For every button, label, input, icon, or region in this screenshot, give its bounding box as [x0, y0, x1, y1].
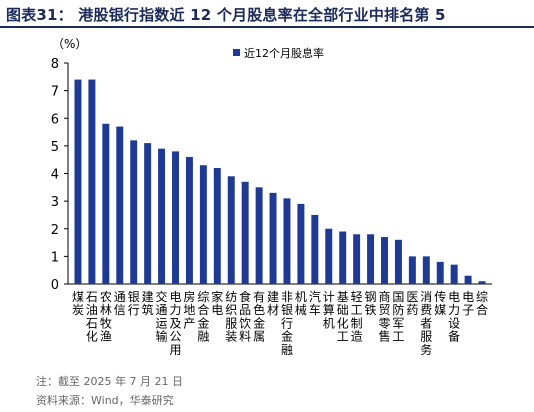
x-tick-label: 石油石化 [86, 290, 98, 344]
footnote: 注：截至 2025 年 7 月 21 日 [36, 375, 183, 388]
bar [158, 148, 166, 284]
x-tick-label: 传媒 [434, 289, 446, 317]
x-tick-label: 计算机 [323, 290, 335, 330]
legend-swatch [233, 49, 240, 56]
x-tick-label: 房地产 [183, 289, 195, 330]
x-tick-label: 纺织服装 [225, 290, 237, 344]
bars [74, 79, 486, 285]
bar [102, 123, 110, 284]
x-tick-label: 综合金融 [197, 290, 209, 344]
x-tick-label: 电子 [462, 290, 474, 317]
x-tick-label: 通信 [114, 290, 126, 317]
x-tick-label: 国防军工 [392, 290, 404, 344]
y-tick-label: 3 [51, 195, 59, 210]
bar [325, 228, 333, 284]
bar [353, 234, 361, 284]
bar [478, 281, 486, 284]
bar [283, 198, 291, 284]
bar [367, 234, 375, 284]
x-tick-label: 建材 [267, 290, 279, 317]
x-tick-label: 电力及公用 [169, 290, 181, 357]
x-tick-label: 汽车 [309, 289, 321, 317]
legend: 近12个月股息率 [233, 46, 324, 60]
bar [381, 237, 388, 284]
bar [185, 156, 193, 284]
x-axis-labels: 煤炭石油石化农林牧渔通信银行建筑交通运输电力及公用房地产综合金融家电纺织服装食品… [72, 289, 488, 357]
bar [464, 275, 472, 284]
x-tick-label: 钢铁 [365, 290, 377, 317]
bar [130, 140, 138, 284]
x-tick-label: 煤炭 [72, 290, 84, 317]
y-tick-label: 4 [51, 168, 59, 183]
title-rule [0, 26, 534, 28]
bar [74, 79, 82, 284]
bar [339, 231, 347, 284]
figure-title: 图表31： 港股银行指数近 12 个月股息率在全部行业中排名第 5 [6, 6, 446, 24]
bar [227, 176, 235, 284]
bar [241, 181, 249, 284]
y-tick-label: 0 [51, 278, 59, 293]
x-tick-label: 农林牧渔 [100, 290, 112, 344]
bar [172, 151, 179, 284]
x-tick-label: 有色金属 [253, 290, 265, 344]
bar [422, 256, 430, 285]
bar [269, 192, 277, 284]
bar [297, 203, 305, 284]
bar [199, 165, 207, 284]
x-tick-label: 建筑 [142, 290, 154, 317]
bar [311, 214, 319, 284]
bar [436, 261, 444, 284]
bar [450, 264, 458, 284]
legend-label: 近12个月股息率 [244, 46, 324, 60]
y-tick-label: 6 [51, 112, 59, 127]
x-tick-label: 消费者服务 [420, 290, 432, 357]
x-tick-label: 轻工制造 [351, 290, 363, 344]
x-tick-label: 电力设备 [448, 290, 460, 344]
bar [394, 239, 402, 284]
x-tick-label: 基础化工 [337, 290, 349, 344]
y-axis: 0 1 2 3 4 5 6 7 8 [51, 57, 492, 293]
bar [116, 126, 124, 284]
x-tick-label: 食品饮料 [239, 289, 251, 344]
x-tick-label: 综合 [476, 290, 488, 317]
y-tick-label: 5 [51, 140, 59, 155]
bar [213, 167, 221, 284]
y-tick-label: 2 [51, 223, 59, 238]
bar [255, 187, 263, 284]
x-tick-label: 商贸零售 [378, 289, 390, 344]
y-tick-label: 7 [51, 85, 59, 100]
x-tick-label: 家电 [211, 289, 223, 317]
x-tick-label: 医药 [406, 290, 418, 317]
y-tick-label: 8 [51, 57, 59, 72]
bar [144, 143, 152, 284]
x-tick-label: 非银行金融 [281, 290, 293, 357]
x-tick-label: 银行 [128, 290, 140, 317]
y-axis-unit-label: （%） [52, 37, 87, 51]
bar [88, 79, 96, 284]
x-tick-label: 交通运输 [156, 289, 168, 344]
dividend-yield-bar-chart: （%） 近12个月股息率 0 1 2 3 4 5 6 7 8 煤炭石油石化农林牧渔通信银行建筑交… [51, 37, 492, 357]
x-tick-label: 机械 [295, 290, 307, 317]
source-note: 资料来源：Wind，华泰研究 [36, 394, 174, 407]
bar [408, 256, 416, 285]
y-tick-label: 1 [51, 250, 59, 265]
